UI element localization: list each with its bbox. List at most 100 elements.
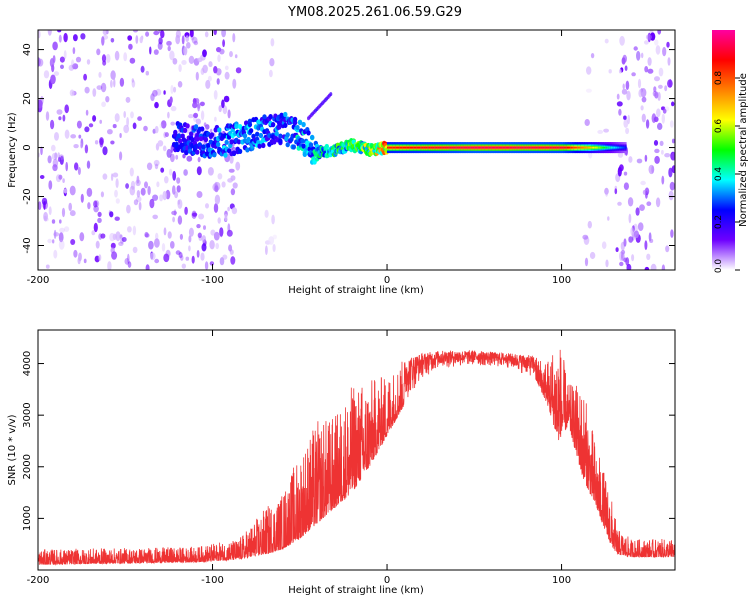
noise-blob (80, 33, 86, 40)
colorbar-label: Normalized spectral amplitude (738, 73, 749, 227)
noise-blob (130, 180, 136, 190)
noise-blob (148, 240, 154, 250)
signal-line-segment (551, 146, 554, 149)
noise-blob (40, 96, 44, 105)
noise-blob (91, 230, 96, 236)
signal-line-segment (586, 146, 589, 149)
noise-blob (136, 196, 142, 203)
noise-blob (650, 263, 657, 270)
noise-blob (100, 82, 107, 93)
noise-blob (661, 264, 666, 270)
signal-blob (262, 114, 267, 120)
signal-line-segment (610, 146, 613, 149)
noise-blob (159, 194, 164, 202)
noise-blob (157, 140, 164, 147)
signal-line-segment (416, 146, 419, 149)
noise-blob (620, 249, 626, 255)
signal-blob (270, 122, 276, 128)
signal-line-segment (467, 146, 470, 149)
noise-blob (114, 216, 120, 221)
noise-blob (625, 80, 630, 91)
signal-blob (173, 132, 178, 138)
noise-blob (627, 114, 630, 125)
noise-blob (651, 165, 655, 174)
signal-line-segment (456, 146, 459, 149)
signal-line-segment (470, 146, 473, 149)
noise-blob (656, 108, 661, 118)
noise-blob (183, 169, 188, 176)
signal-blob (206, 142, 211, 149)
signal-line-segment (554, 146, 557, 149)
signal-line-segment (613, 146, 617, 149)
signal-blob (297, 119, 303, 126)
noise-blob (132, 246, 138, 254)
signal-line-segment (619, 146, 622, 149)
noise-blob (601, 241, 607, 249)
noise-blob (175, 154, 179, 160)
noise-blob (43, 215, 47, 220)
noise-blob (138, 201, 142, 211)
noise-blob (222, 39, 226, 48)
noise-blob (232, 78, 237, 89)
signal-blob (285, 132, 290, 138)
noise-blob (185, 256, 190, 261)
signal-line-segment (589, 146, 592, 149)
noise-blob (70, 134, 77, 139)
noise-blob (125, 183, 129, 189)
noise-blob (195, 118, 201, 125)
noise-blob (110, 38, 115, 43)
signal-line-segment (575, 146, 578, 149)
noise-blob (99, 119, 102, 124)
noise-blob (641, 113, 646, 123)
noise-blob (170, 84, 174, 94)
noise-blob (669, 120, 674, 128)
noise-blob (605, 259, 609, 268)
noise-blob (153, 30, 160, 36)
noise-blob (77, 167, 81, 175)
signal-line-segment (591, 146, 594, 149)
signal-line-segment (521, 146, 524, 149)
noise-blob (210, 229, 216, 236)
signal-line-segment (579, 146, 582, 149)
signal-line-segment (600, 146, 603, 149)
signal-blob (310, 134, 315, 140)
noise-blob (649, 32, 656, 41)
noise-blob (658, 84, 663, 89)
noise-blob (128, 43, 133, 50)
noise-blob (232, 182, 238, 189)
noise-blob (197, 57, 203, 63)
signal-blob (200, 126, 205, 132)
signal-blob (190, 137, 195, 143)
snr-xtick-label: -100 (201, 575, 224, 586)
snr-xtick-label: -200 (27, 575, 50, 586)
noise-blob (189, 30, 194, 38)
noise-blob (123, 52, 128, 62)
signal-blob (272, 139, 277, 145)
signal-blob (217, 127, 222, 133)
noise-blob (584, 119, 590, 126)
noise-blob (185, 35, 190, 42)
noise-blob (119, 151, 123, 161)
noise-blob (112, 124, 117, 129)
noise-blob (582, 234, 589, 240)
noise-blob (231, 207, 238, 215)
noise-blob (585, 88, 592, 93)
noise-blob (604, 38, 609, 44)
noise-blob (150, 252, 156, 261)
noise-blob (136, 190, 141, 198)
noise-blob (153, 159, 160, 167)
signal-blob (209, 132, 215, 138)
noise-blob (590, 53, 595, 59)
noise-blob (40, 146, 43, 156)
signal-line-segment (430, 146, 433, 149)
noise-blob (186, 155, 193, 162)
noise-blob (162, 190, 167, 201)
noise-blob (191, 36, 198, 44)
noise-blob (666, 41, 670, 48)
noise-blob (642, 189, 647, 195)
noise-blob (94, 140, 99, 145)
noise-blob (110, 79, 113, 88)
noise-blob (186, 42, 191, 49)
signal-line-segment (593, 146, 596, 149)
noise-blob (208, 61, 213, 68)
